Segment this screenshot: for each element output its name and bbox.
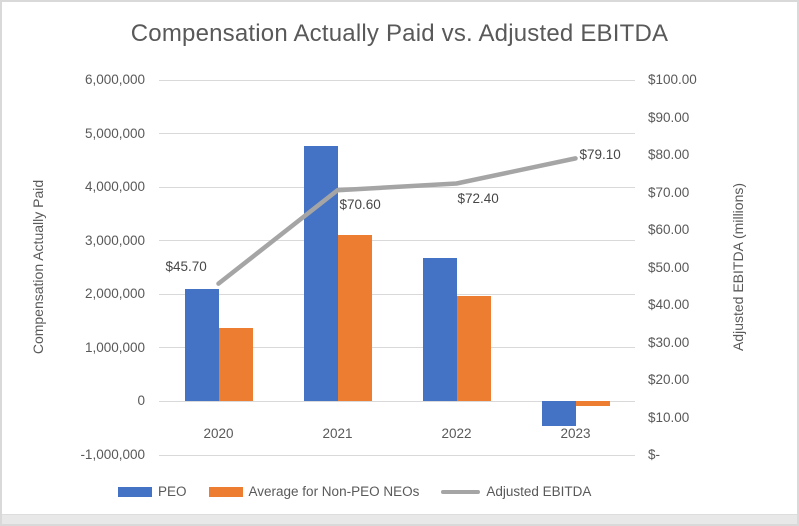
legend-swatch (441, 489, 481, 494)
legend-item-peo: PEO (118, 484, 187, 499)
right-axis-tick-label: $30.00 (648, 334, 690, 350)
y-axis-tick-label: 3,000,000 (84, 232, 145, 248)
legend-label: Average for Non-PEO NEOs (248, 484, 420, 499)
footer-strip (2, 514, 797, 524)
right-axis-tick-label: $70.00 (648, 184, 690, 200)
y-axis-tick-label: 4,000,000 (84, 179, 145, 195)
bar-peo-2023 (541, 401, 576, 426)
right-axis-tick-label: $100.00 (648, 72, 697, 87)
right-axis-title: Adjusted EBITDA (millions) (730, 182, 746, 352)
right-axis-tick-label: $80.00 (648, 147, 690, 162)
y-axis-tick-label: 6,000,000 (84, 72, 145, 87)
bar-average-for-non-peo-neos-2021 (337, 235, 372, 402)
bar-peo-2022 (422, 257, 457, 402)
y-axis-tick-label: 5,000,000 (84, 125, 145, 141)
left-axis-title: Compensation Actually Paid (30, 179, 46, 355)
line-point-label: $79.10 (579, 147, 621, 163)
gridline (159, 400, 635, 402)
right-axis-tick-label: $50.00 (648, 259, 690, 275)
right-axis-tick-label: $20.00 (648, 372, 690, 387)
chart-title: Compensation Actually Paid vs. Adjusted … (130, 20, 669, 47)
bar-average-for-non-peo-neos-2023 (575, 401, 610, 406)
legend-item-adjusted-ebitda: Adjusted EBITDA (441, 484, 591, 499)
right-axis-tick-label: $60.00 (648, 222, 690, 237)
legend-swatch (208, 486, 243, 497)
bar-peo-2020 (184, 288, 219, 402)
right-axis-tick-label: $- (648, 447, 661, 462)
x-axis-label: 2023 (560, 426, 591, 441)
gridline (159, 133, 635, 135)
legend-item-average-for-non-peo-neos: Average for Non-PEO NEOs (208, 484, 420, 499)
right-axis-tick-label: $90.00 (648, 109, 690, 125)
x-axis-label: 2022 (441, 426, 472, 441)
gridline (159, 240, 635, 242)
y-axis-tick-label: 0 (137, 393, 145, 409)
gridline (159, 186, 635, 188)
legend: PEO Average for Non-PEO NEOs Adjusted EBIT… (118, 484, 591, 499)
y-axis-tick-label: -1,000,000 (80, 447, 145, 462)
gridline (159, 293, 635, 295)
gridline (159, 454, 635, 456)
y-axis-tick-label: 1,000,000 (84, 339, 145, 355)
legend-label: Adjusted EBITDA (486, 484, 592, 499)
legend-label: PEO (158, 484, 187, 499)
x-axis-label: 2021 (322, 426, 353, 441)
right-axis-tick-label: $10.00 (648, 409, 690, 425)
bar-average-for-non-peo-neos-2020 (218, 328, 253, 402)
line-point-label: $72.40 (457, 190, 499, 206)
legend-swatch (118, 486, 152, 497)
x-axis-label: 2020 (203, 426, 234, 441)
bar-peo-2021 (303, 146, 338, 402)
right-axis-tick-label: $40.00 (648, 297, 690, 312)
gridline (159, 347, 635, 349)
gridline (159, 79, 635, 81)
line-point-label: $45.70 (165, 258, 207, 274)
bar-average-for-non-peo-neos-2022 (456, 296, 491, 402)
line-point-label: $70.60 (339, 197, 381, 213)
y-axis-tick-label: 2,000,000 (84, 286, 145, 302)
